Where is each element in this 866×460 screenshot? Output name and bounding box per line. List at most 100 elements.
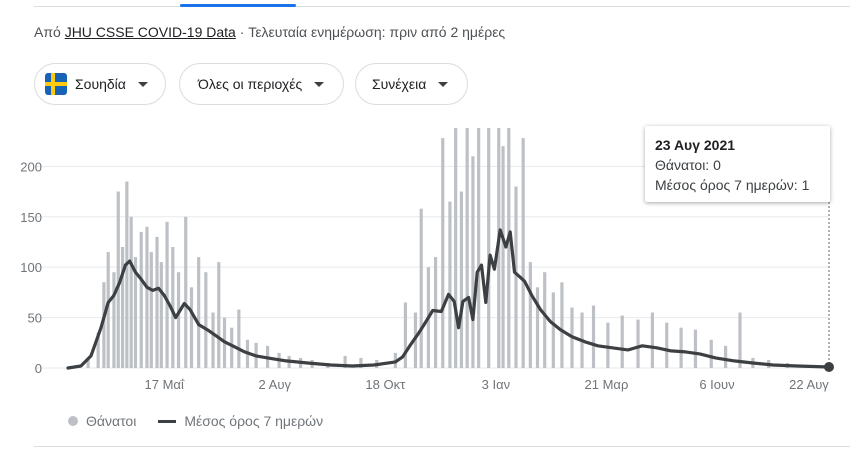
death-bar	[106, 252, 110, 368]
death-bar	[709, 339, 713, 368]
death-bar	[230, 327, 234, 368]
death-bar	[155, 236, 159, 368]
death-bar	[501, 146, 505, 368]
death-bar	[693, 329, 698, 368]
tooltip-date: 23 Αυγ 2021	[655, 137, 736, 153]
death-bar	[487, 128, 491, 368]
top-divider	[34, 6, 850, 7]
death-bar	[145, 226, 149, 368]
country-label: Σουηδία	[75, 76, 126, 92]
y-tick-label: 150	[20, 210, 42, 225]
death-bar	[165, 221, 169, 368]
caret-down-icon	[314, 81, 325, 87]
line-legend-swatch	[158, 419, 177, 423]
death-bar	[86, 359, 90, 368]
country-dropdown[interactable]: Σουηδία	[34, 63, 166, 105]
x-axis-labels: 17 Μαΐ 2 Αυγ 18 Οκτ 3 Ιαν 21 Μαρ 6 Ιουν 22 Αυγ	[145, 377, 830, 392]
death-bar	[441, 138, 445, 368]
x-tick-label: 18 Οκτ	[365, 377, 406, 392]
death-bar	[112, 272, 116, 368]
death-bar	[543, 272, 547, 368]
caret-down-icon	[438, 81, 449, 87]
death-bar	[650, 312, 654, 368]
death-bar	[521, 138, 525, 368]
death-bar	[448, 201, 452, 368]
death-bar	[197, 257, 201, 368]
death-bar	[189, 287, 194, 368]
death-bar	[125, 181, 129, 368]
death-bar	[133, 257, 138, 368]
y-tick-label: 50	[28, 311, 42, 326]
death-bar	[159, 262, 163, 368]
death-bar	[343, 355, 347, 368]
death-bar	[507, 128, 511, 368]
last-updated: · Τελευταία ενημέρωση: πριν από 2 ημέρες	[239, 24, 506, 40]
death-bar	[636, 319, 640, 368]
death-bar	[738, 312, 742, 368]
death-bar	[171, 247, 175, 368]
death-bar	[96, 332, 100, 368]
x-tick-label: 6 Ιουν	[699, 377, 734, 392]
death-bar	[535, 287, 540, 368]
death-bar	[120, 247, 125, 368]
death-bar	[116, 191, 120, 368]
bottom-divider	[34, 446, 850, 447]
y-tick-label: 0	[35, 361, 42, 376]
x-tick-label: 21 Μαρ	[585, 377, 629, 392]
chart-legend: Θάνατοι Μέσος όρος 7 ημερών	[68, 413, 323, 429]
death-bar	[176, 272, 181, 368]
death-bar	[679, 327, 683, 368]
death-bar	[211, 312, 215, 368]
x-tick-label: 2 Αυγ	[259, 377, 292, 392]
death-bar	[184, 216, 188, 368]
active-tab-indicator	[180, 4, 296, 7]
death-bar	[471, 156, 475, 368]
bars-legend-label: Θάνατοι	[86, 413, 137, 429]
death-bar	[724, 345, 728, 368]
region-dropdown[interactable]: Όλες οι περιοχές	[179, 63, 344, 105]
death-bar	[591, 305, 596, 368]
hover-point	[824, 361, 834, 372]
seven-day-average-line	[66, 228, 831, 370]
death-bar	[459, 191, 464, 368]
death-bar	[359, 357, 363, 368]
x-tick-label: 17 Μαΐ	[145, 377, 185, 392]
death-bar	[403, 302, 408, 368]
y-tick-label: 100	[20, 260, 42, 275]
period-label: Συνέχεια	[372, 76, 427, 92]
y-tick-label: 200	[20, 159, 42, 174]
region-label: Όλες οι περιοχές	[198, 76, 303, 92]
death-bar	[217, 262, 221, 368]
sweden-flag-icon	[45, 73, 67, 95]
period-dropdown[interactable]: Συνέχεια	[355, 63, 468, 105]
caret-down-icon	[137, 81, 148, 87]
death-bar	[528, 262, 532, 368]
death-bar	[149, 252, 153, 368]
death-bar	[465, 128, 469, 368]
source-link[interactable]: JHU CSSE COVID-19 Data	[64, 24, 236, 40]
death-bar	[419, 208, 423, 368]
chart-tooltip: 23 Αυγ 2021 Θάνατοι: 0 Μέσος όρος 7 ημερ…	[645, 126, 830, 202]
death-bar	[551, 292, 555, 368]
death-bar	[102, 282, 106, 368]
death-bar	[620, 315, 624, 368]
death-bar	[665, 322, 669, 368]
death-bar	[606, 322, 610, 368]
death-bar	[454, 128, 458, 368]
death-bar	[204, 272, 208, 368]
death-bar	[433, 257, 438, 368]
death-bar	[129, 216, 133, 368]
death-bar	[560, 282, 564, 368]
tooltip-deaths: Θάνατοι: 0	[655, 157, 721, 173]
death-bar	[514, 186, 518, 368]
death-bar	[237, 309, 241, 368]
death-bar	[139, 231, 143, 368]
source-prefix: Από	[34, 24, 61, 40]
x-tick-label: 3 Ιαν	[482, 377, 510, 392]
source-line: Από JHU CSSE COVID-19 Data · Τελευταία ε…	[34, 24, 505, 40]
y-axis-labels: 0 50 100 150 200	[20, 159, 42, 376]
bars-legend-swatch	[68, 416, 78, 426]
death-bar	[477, 128, 481, 368]
x-tick-label: 22 Αυγ	[789, 377, 829, 392]
